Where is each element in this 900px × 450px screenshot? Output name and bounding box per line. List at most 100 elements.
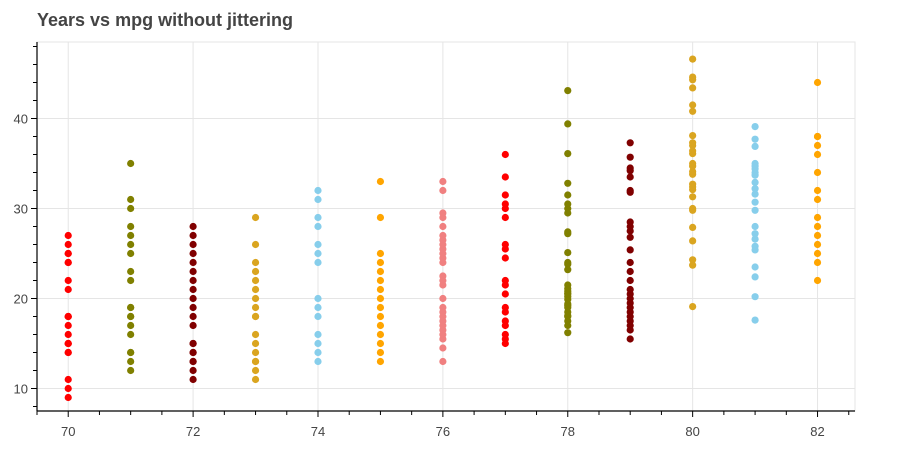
data-point — [813, 150, 822, 159]
data-point — [64, 375, 72, 384]
data-point — [751, 135, 759, 143]
data-point — [127, 249, 135, 258]
data-point — [813, 258, 822, 267]
data-point — [501, 213, 509, 222]
x-tick-label: 78 — [561, 424, 575, 439]
data-point — [439, 231, 447, 240]
data-point — [314, 249, 322, 258]
data-point — [564, 150, 572, 158]
data-point — [127, 159, 135, 168]
data-point — [626, 267, 634, 276]
data-point — [314, 186, 322, 195]
data-point — [127, 240, 135, 249]
data-point — [376, 267, 385, 276]
data-point — [251, 339, 260, 348]
data-point — [439, 357, 447, 366]
data-point — [376, 303, 385, 312]
data-point — [251, 276, 260, 285]
data-point — [376, 330, 385, 339]
data-point — [689, 223, 697, 231]
data-point — [251, 348, 260, 357]
data-point — [813, 141, 822, 150]
data-point — [689, 204, 697, 213]
data-point — [314, 312, 322, 321]
data-point — [751, 190, 759, 198]
data-point — [813, 195, 822, 204]
data-point — [626, 173, 634, 181]
data-point — [626, 233, 634, 241]
data-point — [813, 222, 822, 231]
data-point — [689, 139, 697, 147]
data-point — [626, 186, 634, 195]
data-point — [127, 312, 135, 321]
data-point — [189, 375, 197, 384]
data-point — [64, 231, 72, 240]
data-point — [64, 312, 72, 321]
data-point — [626, 276, 634, 285]
data-point — [689, 132, 697, 140]
data-point — [689, 101, 697, 109]
data-point — [314, 357, 322, 366]
data-point — [564, 191, 572, 199]
x-tick-label: 70 — [61, 424, 75, 439]
data-point — [751, 206, 759, 214]
data-point — [813, 168, 822, 177]
data-point — [501, 330, 509, 339]
data-point — [564, 258, 572, 267]
data-point — [751, 178, 759, 186]
data-point — [626, 139, 634, 147]
data-point — [626, 218, 634, 226]
data-point — [564, 87, 572, 95]
data-point — [64, 276, 72, 285]
data-point — [501, 150, 509, 159]
data-point — [501, 254, 509, 262]
data-point — [751, 235, 759, 243]
data-point — [501, 276, 509, 285]
y-tick-label: 30 — [14, 202, 28, 217]
data-point — [251, 366, 260, 375]
data-point — [251, 330, 260, 339]
data-point — [251, 303, 260, 312]
data-point — [501, 290, 509, 298]
data-point — [751, 293, 759, 301]
data-point — [689, 193, 697, 201]
x-tick-label: 76 — [436, 424, 450, 439]
data-point — [564, 200, 572, 208]
data-point — [689, 180, 697, 188]
data-point — [64, 348, 72, 357]
data-point — [751, 230, 759, 238]
data-point — [751, 142, 759, 150]
x-tick-label: 72 — [186, 424, 200, 439]
data-point — [64, 285, 72, 294]
data-point — [564, 120, 572, 128]
data-point — [564, 179, 572, 187]
data-point — [376, 312, 385, 321]
data-point — [439, 294, 447, 303]
data-point — [314, 258, 322, 267]
data-point — [189, 357, 197, 366]
data-point — [64, 258, 72, 267]
data-point — [64, 321, 72, 330]
data-point — [189, 339, 197, 348]
data-point — [689, 55, 697, 63]
data-point — [376, 258, 385, 267]
data-point — [127, 276, 135, 285]
data-point — [127, 195, 135, 204]
data-point — [189, 267, 197, 276]
data-point — [251, 312, 260, 321]
data-point — [251, 258, 260, 267]
data-point — [127, 330, 135, 339]
data-point — [376, 276, 385, 285]
data-point — [501, 240, 509, 249]
data-point — [813, 231, 822, 240]
data-point — [626, 246, 634, 254]
data-point — [189, 348, 197, 357]
data-point — [189, 240, 197, 249]
data-point — [376, 294, 385, 303]
data-point — [439, 209, 447, 217]
data-point — [314, 330, 322, 339]
data-point — [813, 240, 822, 249]
data-point — [64, 384, 72, 393]
data-point — [127, 366, 135, 375]
